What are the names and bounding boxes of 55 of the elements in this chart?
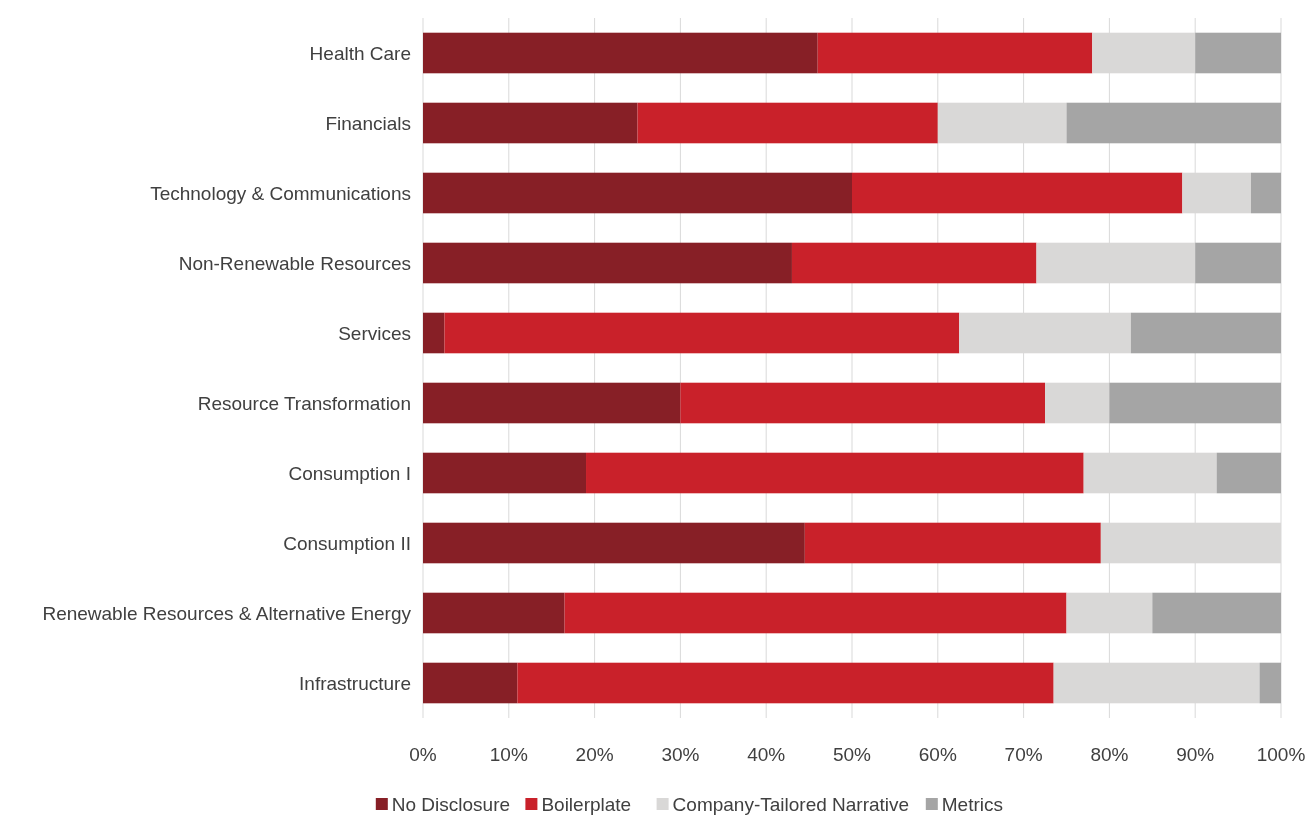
y-tick-label: Resource Transformation (197, 392, 411, 414)
y-tick-label: Health Care (309, 42, 411, 64)
x-tick-label: 60% (918, 744, 957, 765)
x-tick-label: 80% (1090, 744, 1129, 765)
x-tick-label: 30% (661, 744, 700, 765)
x-tick-label: 100% (1256, 744, 1306, 765)
bar (804, 522, 1101, 564)
bar (444, 312, 960, 354)
x-tick-label: 50% (832, 744, 872, 765)
x-tick-label: 90% (1176, 744, 1215, 765)
bar (637, 102, 938, 144)
legend-label: Metrics (941, 794, 1004, 815)
y-tick-label: Infrastructure (299, 672, 411, 694)
bar (423, 452, 587, 494)
bar (423, 662, 518, 704)
legend-label: Boilerplate (541, 794, 632, 815)
bar (1195, 242, 1281, 284)
bar (1250, 172, 1281, 214)
bar (423, 102, 638, 144)
legend-label: No Disclosure (391, 794, 511, 815)
bar (852, 172, 1183, 214)
bar (423, 382, 681, 424)
y-tick-label: Financials (325, 112, 411, 134)
x-tick-label: 40% (747, 744, 786, 765)
bar (423, 242, 792, 284)
bar (791, 242, 1037, 284)
bar (1216, 452, 1281, 494)
x-tick-label: 20% (575, 744, 614, 765)
bar (1109, 382, 1281, 424)
x-tick-label: 0% (409, 744, 437, 765)
y-tick-label: Consumption II (283, 532, 411, 554)
bar (1130, 312, 1281, 354)
x-tick-label: 10% (489, 744, 528, 765)
bar (1259, 662, 1281, 704)
bar (423, 312, 445, 354)
y-tick-label: Services (338, 322, 411, 344)
bar (817, 32, 1093, 74)
y-tick-label: Renewable Resources & Alternative Energy (42, 602, 412, 624)
bar (1152, 592, 1281, 634)
bar (423, 592, 565, 634)
bar (1195, 32, 1281, 74)
x-tick-label: 70% (1004, 744, 1043, 765)
bar (680, 382, 1046, 424)
bar (564, 592, 1067, 634)
y-tick-label: Non-Renewable Resources (178, 252, 411, 274)
legend-label: Company-Tailored Narrative (672, 794, 910, 815)
bar (423, 172, 852, 214)
bar (1045, 382, 1110, 424)
bar (423, 522, 805, 564)
bar (586, 452, 1084, 494)
y-tick-label: Technology & Communications (150, 182, 411, 204)
bar (1066, 102, 1281, 144)
bar (517, 662, 1054, 704)
y-tick-label: Consumption I (288, 462, 411, 484)
bar (423, 32, 818, 74)
